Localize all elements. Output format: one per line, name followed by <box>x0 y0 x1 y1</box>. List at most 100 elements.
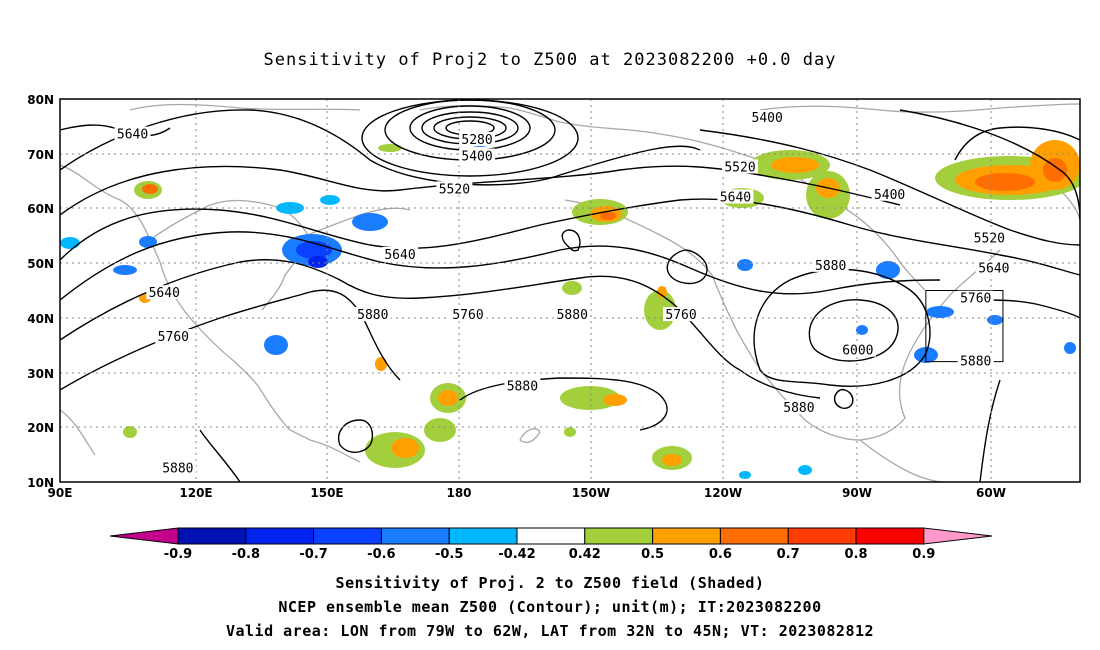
contour-label: 5400 <box>874 188 905 203</box>
contour-label: 5760 <box>158 330 189 345</box>
lat-label: 30N <box>27 367 54 381</box>
contour-label-bg <box>155 329 192 344</box>
colorbar-min-triangle <box>109 527 179 545</box>
colorbar-swatch <box>719 527 789 545</box>
contour-label: 5760 <box>452 308 483 323</box>
contour-label: 5400 <box>461 149 492 164</box>
contour-label: 5760 <box>960 292 991 307</box>
contour-label-bg <box>871 186 908 201</box>
colorbar-label: 0.6 <box>709 547 732 562</box>
colorbar-label: -0.8 <box>232 547 260 562</box>
caption-valid-area: Valid area: LON from 79W to 62W, LAT fro… <box>225 622 875 640</box>
contour-label: 5760 <box>665 308 696 323</box>
lat-axis: 80N 70N 60N 50N 40N 30N 20N 10N <box>27 93 54 490</box>
colorbar-label: -0.7 <box>299 547 327 562</box>
contour-label-bg <box>114 126 151 141</box>
lon-label: 150W <box>572 486 610 500</box>
colorbar-swatch <box>855 527 925 545</box>
contour-label-bg <box>722 159 758 174</box>
colorbar-label: -0.6 <box>367 547 395 562</box>
contour-label-bg <box>812 257 849 272</box>
contour-label: 5640 <box>720 190 751 205</box>
contour-label: 5520 <box>724 160 755 175</box>
contour-label: 5280 <box>461 133 492 148</box>
contour-label: 5640 <box>384 248 415 263</box>
lat-label: 60N <box>27 202 54 216</box>
contour-label-bg <box>749 110 786 125</box>
contour-label: 5880 <box>960 355 991 370</box>
contour-label-bg <box>839 342 876 357</box>
colorbar-label: -0.9 <box>164 547 192 562</box>
colorbar: -0.9 -0.8 -0.7 -0.6 -0.5 -0.42 0.42 0.5 … <box>109 527 993 562</box>
contour-label: 5880 <box>162 461 193 476</box>
lat-label: 10N <box>27 476 54 490</box>
colorbar-swatch <box>584 527 654 545</box>
lon-axis: 90E 120E 150E 180 150W 120W 90W 60W <box>48 486 1006 500</box>
contour-label-bg <box>975 260 1012 275</box>
contour-label-bg <box>971 230 1008 245</box>
contour-label-bg <box>717 189 754 204</box>
contour-labels: 5640 528054005520564058805640576058805760… <box>114 110 1012 476</box>
contour-label: 5880 <box>357 308 388 323</box>
sensitivity-shading <box>60 133 1080 479</box>
colorbar-label: -0.42 <box>498 547 535 562</box>
lon-label: 90E <box>48 486 73 500</box>
contour-label-bg <box>159 460 196 475</box>
lon-label: 180 <box>446 486 471 500</box>
colorbar-label: 0.5 <box>641 547 664 562</box>
contour-label-bg <box>459 132 496 147</box>
contour-label-bg <box>780 400 817 415</box>
map-frame <box>59 98 1081 483</box>
contour-label: 6000 <box>842 344 873 359</box>
lon-label: 60W <box>976 486 1006 500</box>
contour-label-bg <box>450 307 486 322</box>
contour-label-bg <box>436 181 473 196</box>
contour-label: 5880 <box>783 401 814 416</box>
contour-label: 5640 <box>117 128 148 143</box>
plot-title: Sensitivity of Proj2 to Z500 at 20230822… <box>263 50 837 70</box>
lat-label: 50N <box>27 257 54 271</box>
contour-label: 5400 <box>752 111 783 126</box>
contour-label-bg <box>554 307 591 322</box>
colorbar-label: 0.8 <box>844 547 867 562</box>
lat-label: 40N <box>27 312 54 326</box>
lat-label: 20N <box>27 421 54 435</box>
colorbar-label: 0.9 <box>912 547 935 562</box>
contour-label: 5880 <box>507 379 538 394</box>
colorbar-swatch <box>380 527 450 545</box>
lon-label: 90W <box>842 486 872 500</box>
contour-label: 5520 <box>974 232 1005 247</box>
lat-label: 80N <box>27 93 54 107</box>
colorbar-swatch <box>313 527 382 545</box>
colorbar-swatch <box>448 527 518 545</box>
contour-label-bg <box>146 285 183 300</box>
contour-label: 5520 <box>439 182 470 197</box>
contour-label-bg <box>663 307 700 322</box>
caption-shading: Sensitivity of Proj. 2 to Z500 field (Sh… <box>335 574 765 592</box>
lon-label: 120W <box>704 486 742 500</box>
contour-label: 5880 <box>815 259 846 274</box>
colorbar-label: 0.7 <box>777 547 800 562</box>
colorbar-swatch <box>787 527 857 545</box>
contour-label-bg <box>459 148 496 163</box>
colorbar-swatch <box>245 527 315 545</box>
contour-label-bg <box>354 307 391 322</box>
contour-label: 5640 <box>149 286 180 301</box>
colorbar-max-triangle <box>923 527 993 545</box>
z500-contours <box>60 99 1080 482</box>
caption-contour: NCEP ensemble mean Z500 (Contour); unit(… <box>278 598 822 616</box>
lon-label: 120E <box>179 486 212 500</box>
colorbar-label: 0.42 <box>569 547 601 562</box>
contour-label: 5880 <box>557 308 588 323</box>
colorbar-swatch <box>177 527 247 545</box>
contour-label: 5640 <box>978 262 1009 277</box>
contour-label-bg <box>382 246 418 261</box>
colorbar-swatch <box>652 527 721 545</box>
lon-label: 150E <box>310 486 343 500</box>
contour-label-bg <box>504 378 541 393</box>
contour-label-bg <box>957 353 994 368</box>
contour-label-bg <box>957 290 994 305</box>
lat-label: 70N <box>27 148 54 162</box>
colorbar-swatch <box>516 527 586 545</box>
